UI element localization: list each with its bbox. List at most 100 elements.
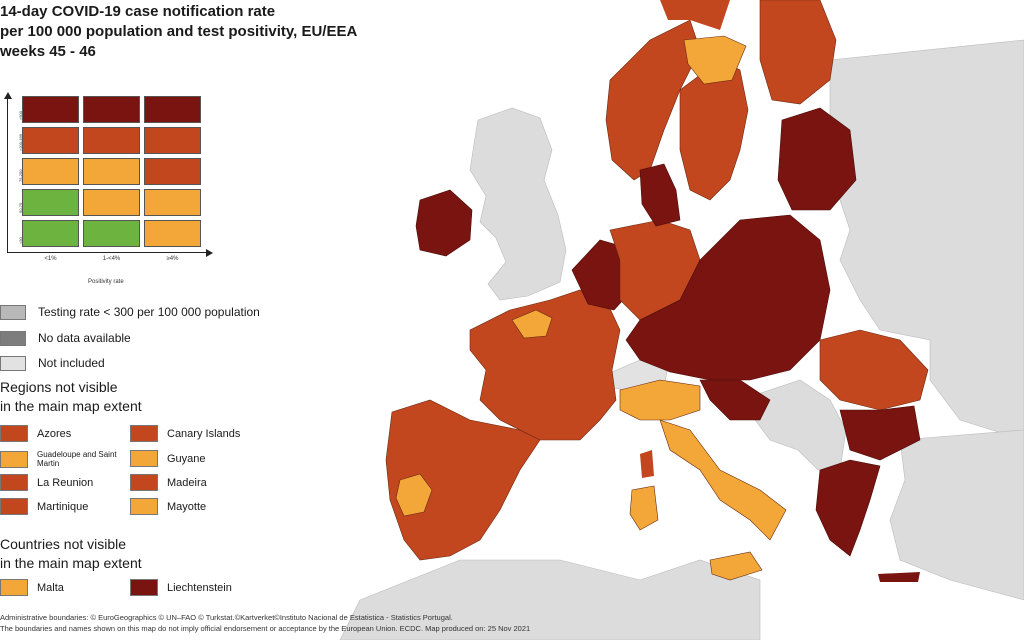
region-north-africa	[339, 559, 761, 640]
region-guadeloupe: Guadeloupe and Saint Martin	[0, 450, 117, 468]
swatch-mayotte	[130, 498, 158, 515]
y-axis-arrowhead	[4, 92, 12, 99]
matrix-cell	[22, 220, 79, 247]
matrix-cell	[144, 189, 201, 216]
matrix-cell	[144, 158, 201, 185]
region-bulgaria	[839, 405, 921, 461]
swatch-not-included	[0, 355, 26, 371]
region-east-grey	[829, 39, 1024, 441]
footer-line-1: Administrative boundaries: © EuroGeograp…	[0, 613, 453, 622]
matrix-x-tick: 1-<4%	[102, 256, 121, 262]
region-canary-islands-label: Canary Islands	[167, 427, 241, 440]
region-guyane-label: Guyane	[167, 452, 206, 465]
region-stockholm	[683, 35, 747, 85]
title-line-1: 14-day COVID-19 case notification rate	[0, 3, 276, 20]
region-france	[469, 289, 621, 441]
region-baltics	[777, 107, 857, 211]
matrix-y-tick: <50	[18, 237, 23, 244]
title-line-3: weeks 45 - 46	[0, 43, 96, 60]
matrix-cell	[144, 127, 201, 154]
region-turkey	[889, 429, 1024, 601]
matrix-cell	[22, 189, 79, 216]
matrix-cell	[83, 189, 140, 216]
swatch-guyane	[130, 450, 158, 467]
matrix-cell	[83, 158, 140, 185]
x-axis-line	[7, 252, 207, 253]
swatch-madeira	[130, 474, 158, 491]
region-azores: Azores	[0, 425, 71, 442]
region-guyane: Guyane	[130, 450, 206, 467]
region-italy	[659, 419, 787, 541]
swatch-martinique	[0, 498, 28, 515]
regions-heading-line-2: in the main map extent	[0, 398, 142, 414]
matrix-cell	[22, 158, 79, 185]
map-title: 14-day COVID-19 case notification rate p…	[0, 2, 357, 62]
region-madrid	[395, 473, 433, 517]
region-ireland	[415, 189, 473, 257]
region-crete	[878, 572, 920, 582]
matrix-cell	[83, 127, 140, 154]
y-axis-line	[7, 96, 8, 252]
region-martinique-label: Martinique	[37, 500, 89, 513]
swatch-malta	[0, 579, 28, 596]
region-finland	[759, 0, 837, 105]
matrix-cell	[83, 96, 140, 123]
countries-heading-line-1: Countries not visible	[0, 536, 127, 552]
region-brittany	[511, 309, 553, 339]
rate-positivity-matrix	[22, 96, 208, 254]
swatch-azores	[0, 425, 28, 442]
legend-not-included: Not included	[0, 355, 105, 371]
region-guadeloupe-label: Guadeloupe and Saint Martin	[37, 450, 117, 468]
regions-section-heading: Regions not visible in the main map exte…	[0, 378, 142, 416]
matrix-cell	[144, 220, 201, 247]
swatch-la-reunion	[0, 474, 28, 491]
swatch-guadeloupe	[0, 450, 28, 468]
regions-heading-line-1: Regions not visible	[0, 379, 118, 395]
region-norway	[605, 19, 701, 181]
country-liechtenstein: Liechtenstein	[130, 579, 232, 596]
matrix-x-tick: ≥4%	[166, 256, 179, 262]
region-madeira-label: Madeira	[167, 476, 207, 489]
swatch-canary-islands	[130, 425, 158, 442]
region-la-reunion-label: La Reunion	[37, 476, 94, 489]
map-footer: Administrative boundaries: © EuroGeograp…	[0, 612, 530, 634]
region-sicily	[709, 551, 763, 581]
region-balkans-dark	[699, 379, 771, 421]
x-axis-arrowhead	[206, 249, 213, 257]
region-denmark	[639, 163, 681, 227]
country-malta-label: Malta	[37, 581, 64, 594]
legend-no-data: No data available	[0, 330, 131, 346]
matrix-y-tick: >200-499	[18, 133, 23, 151]
swatch-no-data	[0, 330, 26, 346]
region-madeira: Madeira	[130, 474, 207, 491]
region-la-reunion: La Reunion	[0, 474, 93, 491]
region-mayotte: Mayotte	[130, 498, 206, 515]
matrix-cell	[144, 96, 201, 123]
matrix-cell	[83, 220, 140, 247]
region-corsica	[640, 450, 654, 478]
swatch-testing-rate	[0, 304, 26, 320]
region-mayotte-label: Mayotte	[167, 500, 207, 513]
legend-testing-rate-label: Testing rate < 300 per 100 000 populatio…	[38, 305, 260, 319]
country-liechtenstein-label: Liechtenstein	[167, 581, 232, 594]
region-romania	[819, 329, 929, 411]
matrix-x-tick: <1%	[44, 256, 57, 262]
x-axis-label: Positivity rate	[88, 279, 124, 285]
region-italy-north	[619, 379, 701, 421]
country-malta: Malta	[0, 579, 64, 596]
region-north-top	[660, 0, 730, 30]
matrix-y-tick: 50-75	[18, 202, 23, 213]
title-line-2: per 100 000 population and test positivi…	[0, 23, 358, 40]
legend-not-included-label: Not included	[38, 356, 105, 370]
region-sardinia	[629, 485, 659, 531]
region-martinique: Martinique	[0, 498, 88, 515]
region-greece	[815, 459, 881, 557]
matrix-cell	[22, 96, 79, 123]
countries-section-heading: Countries not visible in the main map ex…	[0, 535, 142, 573]
footer-line-2: The boundaries and names shown on this m…	[0, 624, 531, 633]
legend-no-data-label: No data available	[38, 331, 131, 345]
matrix-y-tick: >500	[18, 110, 23, 120]
legend-testing-rate: Testing rate < 300 per 100 000 populatio…	[0, 304, 260, 320]
countries-heading-line-2: in the main map extent	[0, 555, 142, 571]
